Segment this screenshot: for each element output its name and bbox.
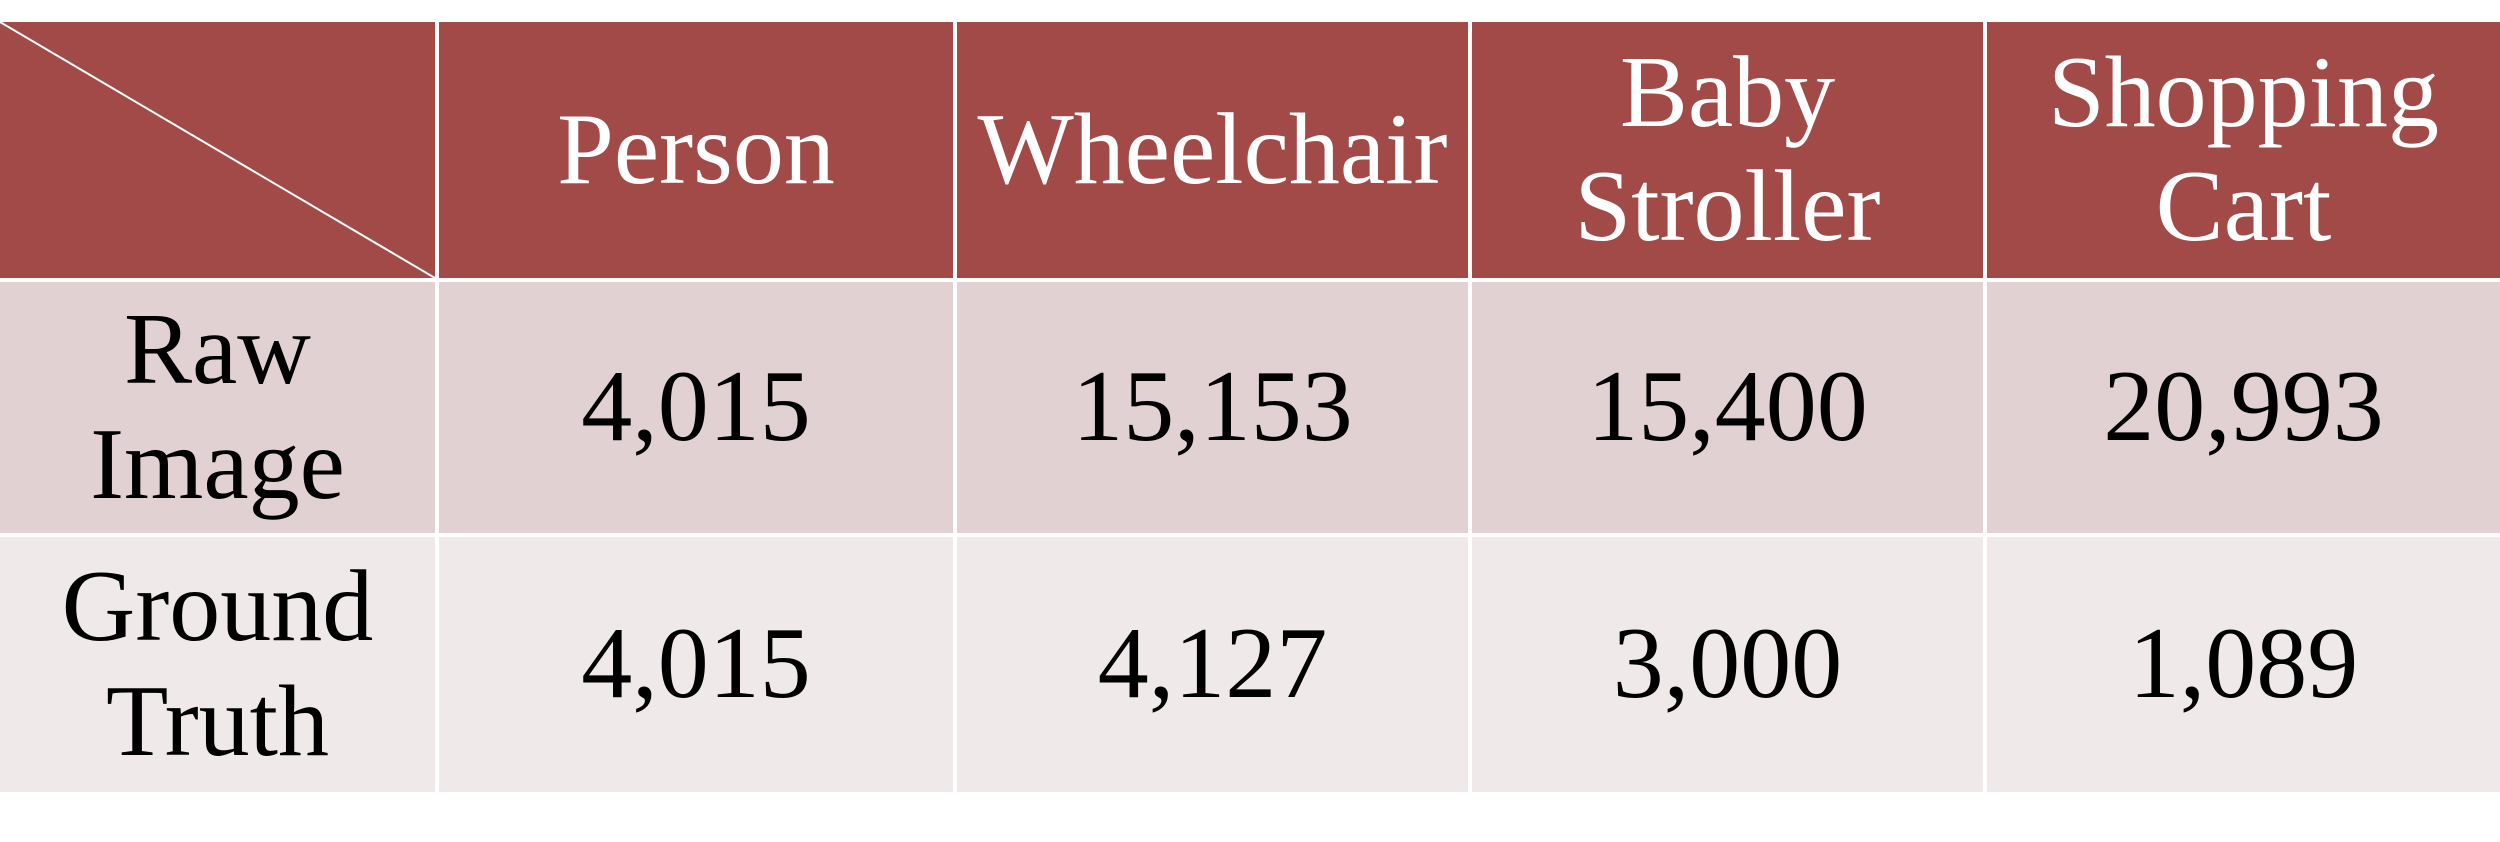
row-label-raw-image: Raw Image	[0, 282, 435, 533]
column-header-wheelchair: Wheelchair	[957, 22, 1468, 278]
column-header-person: Person	[439, 22, 953, 278]
value-cell-ground-truth-baby-stroller: 3,000	[1472, 537, 1983, 792]
column-header-shopping-cart: Shopping Cart	[1987, 22, 2500, 278]
value-cell-raw-image-shopping-cart: 20,993	[1987, 282, 2500, 533]
corner-cell	[0, 22, 435, 278]
value-cell-raw-image-baby-stroller: 15,400	[1472, 282, 1983, 533]
value-cell-raw-image-wheelchair: 15,153	[957, 282, 1468, 533]
value-cell-ground-truth-shopping-cart: 1,089	[1987, 537, 2500, 792]
value-cell-raw-image-person: 4,015	[439, 282, 953, 533]
column-header-baby-stroller: Baby Stroller	[1472, 22, 1983, 278]
row-label-ground-truth: Ground Truth	[0, 537, 435, 792]
corner-diagonal-line	[0, 22, 435, 278]
corner-diagonal	[0, 22, 435, 278]
value-cell-ground-truth-person: 4,015	[439, 537, 953, 792]
value-cell-ground-truth-wheelchair: 4,127	[957, 537, 1468, 792]
